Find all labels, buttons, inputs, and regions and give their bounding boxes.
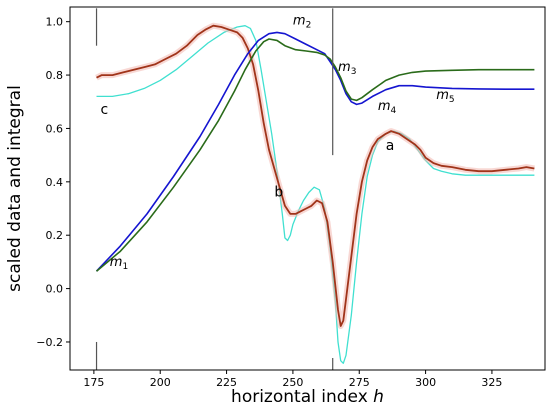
annotation-m2: m2: [293, 13, 311, 30]
x-tick-label: 175: [83, 376, 104, 389]
y-tick-label: 0.0: [46, 283, 64, 296]
annotation-a: a: [386, 138, 395, 154]
vertical-marker-layer: [95, 8, 334, 370]
x-axis-label-variable: h: [373, 387, 384, 407]
x-tick-label: 325: [481, 376, 502, 389]
annotation-m5: m5: [436, 88, 454, 105]
x-tick-label: 200: [150, 376, 171, 389]
x-axis-label: horizontal index h: [231, 387, 384, 407]
y-tick-label: 0.8: [46, 69, 64, 82]
x-axis-label-text: horizontal index: [231, 387, 368, 407]
y-tick-label: −0.2: [36, 336, 63, 349]
annotation-m3: m3: [338, 60, 356, 77]
series-line-data: [96, 24, 535, 327]
y-tick-label: 0.6: [46, 122, 64, 135]
annotation-b: b: [274, 185, 283, 201]
annotation-layer: c b a m1 m2 m3 m4 m5: [101, 13, 455, 272]
y-tick-label: 1.0: [46, 16, 64, 29]
y-tick-label: 0.2: [46, 229, 64, 242]
annotation-m1: m1: [110, 255, 128, 272]
x-tick-label: 225: [216, 376, 237, 389]
annotation-c: c: [101, 102, 109, 118]
x-tick-label: 275: [349, 376, 370, 389]
plot-frame: [69, 6, 546, 371]
y-axis-label: scaled data and integral: [5, 85, 25, 292]
annotation-m4: m4: [378, 99, 397, 116]
x-tick-label: 300: [415, 376, 436, 389]
x-tick-label: 250: [282, 376, 303, 389]
y-tick-label: 0.4: [46, 176, 64, 189]
x-axis-ticks: 175 200 225 250 275 300 325: [83, 370, 502, 389]
series-line-3: [95, 38, 535, 272]
series-layer: [95, 22, 535, 364]
y-axis-ticks: −0.2 0.0 0.2 0.4 0.6 0.8 1.0: [36, 16, 70, 349]
